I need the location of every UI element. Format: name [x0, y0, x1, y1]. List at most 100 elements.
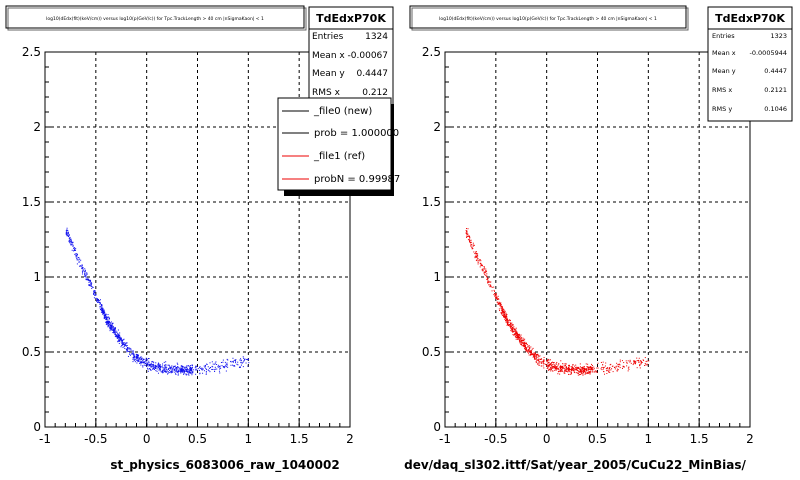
chart1-data-point [521, 342, 523, 344]
chart1-data-point [619, 361, 621, 363]
chart1-data-point [623, 366, 625, 368]
chart1-data-point [575, 367, 577, 369]
chart0-data-point [117, 333, 119, 335]
chart1-data-point [520, 338, 522, 340]
chart0-data-point [214, 362, 216, 364]
chart1-data-point [510, 330, 512, 332]
chart1-data-point [589, 368, 591, 370]
chart0-data-point [85, 275, 87, 277]
chart0-data-point [123, 342, 125, 344]
chart1-data-point [550, 369, 552, 371]
chart0-data-point [120, 339, 122, 341]
chart1-scatter-points [465, 228, 650, 376]
chart0-data-point [186, 369, 188, 371]
chart1-data-point [508, 324, 510, 326]
chart0-data-point [139, 359, 141, 361]
chart0-data-point [74, 249, 76, 251]
chart0-data-point [182, 367, 184, 369]
chart0-data-point [129, 353, 131, 355]
chart1-data-point [466, 232, 468, 234]
chart1-data-point [542, 360, 544, 362]
chart0-data-point [109, 323, 111, 325]
chart0-data-point [230, 360, 232, 362]
chart1-data-point [565, 367, 567, 369]
chart0-data-point [76, 257, 78, 259]
chart1-data-point [467, 233, 469, 235]
chart0-data-point [102, 312, 104, 314]
chart0-data-point [185, 369, 187, 371]
chart1-data-point [516, 334, 518, 336]
chart1-data-point [540, 359, 542, 361]
chart1-data-point [546, 359, 548, 361]
chart0-data-point [188, 370, 190, 372]
chart1-data-point [519, 334, 521, 336]
chart1-data-point [589, 373, 591, 375]
chart1-data-point [543, 360, 545, 362]
chart0-data-point [150, 363, 152, 365]
chart1-data-point [522, 339, 524, 341]
chart0-data-point [134, 361, 136, 363]
chart0-data-point [119, 334, 121, 336]
chart1-data-point [556, 368, 558, 370]
chart0-data-point [70, 238, 72, 240]
chart0-data-point [117, 337, 119, 339]
chart0-data-point [171, 367, 173, 369]
chart1-data-point [547, 365, 549, 367]
chart0-data-point [103, 314, 105, 316]
chart1-data-point [484, 271, 486, 273]
chart0-data-point [101, 309, 103, 311]
chart0-data-point [201, 368, 203, 370]
chart1-data-point [540, 361, 542, 363]
chart0-data-point [181, 370, 183, 372]
chart0-data-point [241, 362, 243, 364]
chart1-data-point [520, 334, 522, 336]
chart0-data-point [123, 338, 125, 340]
chart1-data-point [564, 370, 566, 372]
chart1-data-point [489, 284, 491, 286]
chart1-data-point [470, 243, 472, 245]
chart1-data-point [571, 367, 573, 369]
chart1-x-tick-label: 0.5 [588, 432, 607, 446]
chart1-data-point [626, 365, 628, 367]
left-legend: _file0 (new) prob = 1.000000 _file1 (ref… [277, 97, 400, 196]
chart0-x-tick-label: -0.5 [84, 432, 107, 446]
chart0-data-point [140, 356, 142, 358]
chart1-data-point [560, 371, 562, 373]
chart1-data-point [494, 290, 496, 292]
chart1-data-point [518, 340, 520, 342]
chart0-data-point [119, 337, 121, 339]
chart0-data-point [179, 370, 181, 372]
chart0-data-point [107, 316, 109, 318]
chart0-data-point [226, 358, 228, 360]
chart0-data-point [84, 271, 86, 273]
chart1-data-point [507, 323, 509, 325]
chart0-data-point [93, 297, 95, 299]
chart0-data-point [211, 365, 213, 367]
chart1-data-point [497, 298, 499, 300]
chart1-data-point [512, 328, 514, 330]
chart1-data-point [561, 367, 563, 369]
chart0-data-point [224, 366, 226, 368]
chart1-data-point [636, 357, 638, 359]
chart0-data-point [142, 360, 144, 362]
chart0-data-point [143, 362, 145, 364]
chart0-data-point [68, 233, 70, 235]
chart1-data-point [581, 370, 583, 372]
chart0-data-point [68, 234, 70, 236]
chart1-data-point [525, 350, 527, 352]
chart0-data-point [111, 327, 113, 329]
chart0-data-point [162, 370, 164, 372]
chart0-data-point [104, 312, 106, 314]
chart1-data-point [558, 363, 560, 365]
chart0-data-point [85, 276, 87, 278]
chart0-data-point [190, 370, 192, 372]
chart1-data-point [629, 361, 631, 363]
chart1-data-point [593, 368, 595, 370]
chart1-data-point [487, 281, 489, 283]
chart0-data-point [105, 321, 107, 323]
chart1-data-point [533, 355, 535, 357]
chart0-data-point [233, 359, 235, 361]
chart1-data-point [577, 370, 579, 372]
chart1-data-point [517, 335, 519, 337]
chart1-data-point [571, 364, 573, 366]
